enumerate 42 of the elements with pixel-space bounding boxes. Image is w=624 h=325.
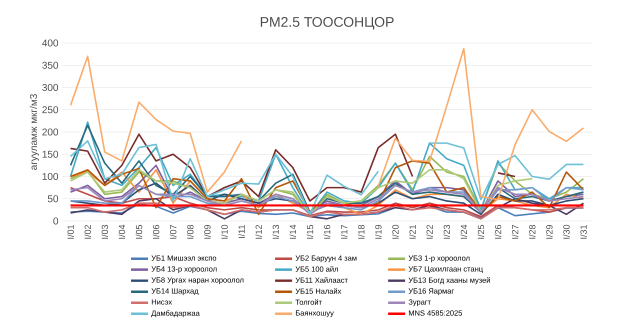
x-tick-label: I/06 xyxy=(152,224,160,239)
x-tick-label: I/23 xyxy=(443,224,450,239)
y-tick-label: 50 xyxy=(48,195,58,202)
x-tick-label: I/19 xyxy=(375,224,382,239)
x-tick-label: I/20 xyxy=(392,224,399,239)
x-tick-label: I/21 xyxy=(409,224,416,239)
x-tick-label: I/22 xyxy=(426,224,433,239)
y-tick-label: 200 xyxy=(42,128,58,136)
x-tick-label: I/11 xyxy=(238,224,245,238)
y-tick-label: 100 xyxy=(42,172,58,180)
y-tick-label: 400 xyxy=(42,39,58,47)
x-tick-label: I/10 xyxy=(221,224,228,239)
y-tick-label: 300 xyxy=(42,84,58,92)
x-tick-label: I/03 xyxy=(101,224,108,239)
x-tick-label: I/17 xyxy=(340,224,348,239)
x-tick-label: I/05 xyxy=(136,224,142,239)
x-tick-label: I/25 xyxy=(478,224,484,239)
x-tick-label: I/26 xyxy=(494,224,502,239)
chart-title: PM2.5 ТООСОНЦОР xyxy=(260,16,394,30)
y-tick-label: 150 xyxy=(42,150,58,158)
x-tick-label: I/16 xyxy=(324,224,330,239)
y-tick-label: 0 xyxy=(53,217,58,225)
x-tick-label: I/12 xyxy=(255,224,262,239)
y-tick-label: 350 xyxy=(42,62,58,69)
y-tick-label: 250 xyxy=(42,106,58,114)
x-tick-label: I/09 xyxy=(204,224,211,239)
x-tick-label: I/24 xyxy=(460,224,468,239)
x-tick-label: I/27 xyxy=(512,224,518,239)
x-tick-label: I/08 xyxy=(186,224,194,239)
x-tick-label: I/01 xyxy=(67,224,74,239)
y-axis-title: агууламж мкг/м3 xyxy=(30,94,39,170)
x-tick-label: I/07 xyxy=(170,224,176,239)
x-tick-label: I/18 xyxy=(358,224,364,239)
x-tick-label: I/31 xyxy=(580,224,587,239)
x-tick-label: I/30 xyxy=(563,224,570,239)
x-tick-label: I/29 xyxy=(546,224,553,239)
x-tick-label: I/02 xyxy=(84,224,91,239)
x-tick-label: I/14 xyxy=(290,224,296,239)
x-tick-label: I/04 xyxy=(118,224,126,239)
x-tick-label: I/28 xyxy=(528,224,536,239)
x-tick-label: I/15 xyxy=(306,224,314,239)
x-tick-label: I/13 xyxy=(272,224,280,239)
